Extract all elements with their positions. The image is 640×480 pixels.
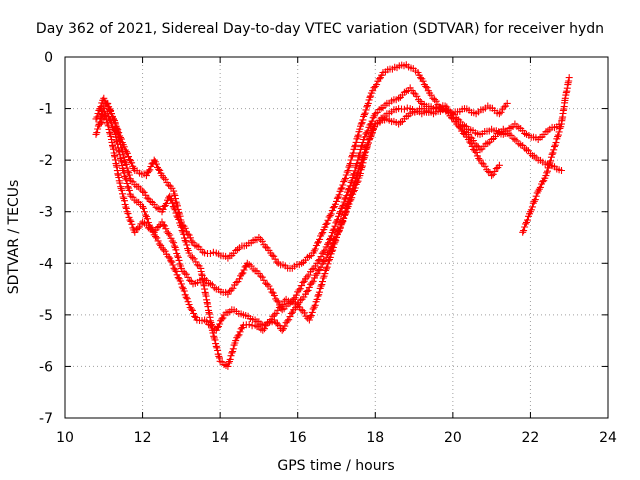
series-track-c xyxy=(96,104,503,334)
x-tick-label: 16 xyxy=(289,430,307,446)
grid-lines xyxy=(65,57,608,418)
series-track-b xyxy=(92,84,565,314)
series-track-a xyxy=(92,61,511,272)
axis-tick-marks xyxy=(64,56,609,419)
plus-markers xyxy=(92,84,565,314)
x-tick-label: 24 xyxy=(599,430,617,446)
y-tick-labels: 0 -1 -2 -3 -4 -5 -6 -7 xyxy=(39,50,53,427)
plus-markers xyxy=(519,74,573,236)
x-tick-label: 14 xyxy=(211,430,229,446)
x-tick-label: 22 xyxy=(522,430,540,446)
y-tick-label: -2 xyxy=(39,153,53,169)
chart-title: Day 362 of 2021, Sidereal Day-to-day VTE… xyxy=(36,21,604,37)
plus-markers xyxy=(96,99,565,370)
plus-markers xyxy=(92,61,511,272)
x-tick-labels: 10 12 14 16 18 20 22 24 xyxy=(56,430,617,446)
y-tick-label: -5 xyxy=(39,308,53,324)
x-tick-label: 18 xyxy=(366,430,384,446)
y-axis-label: SDTVAR / TECUs xyxy=(6,180,22,295)
x-tick-label: 12 xyxy=(134,430,152,446)
y-tick-label: -3 xyxy=(39,205,53,221)
y-tick-label: -6 xyxy=(39,359,53,375)
y-tick-label: -1 xyxy=(39,102,53,118)
plot-frame xyxy=(64,56,609,419)
x-tick-label: 10 xyxy=(56,430,74,446)
x-tick-label: 20 xyxy=(444,430,462,446)
y-tick-label: -7 xyxy=(39,411,53,427)
y-tick-label: -4 xyxy=(39,256,53,272)
y-tick-label: 0 xyxy=(44,50,53,66)
series-track-e xyxy=(519,74,573,236)
data-points xyxy=(92,61,573,370)
series-track-d xyxy=(96,99,565,370)
plus-markers xyxy=(96,104,503,334)
x-axis-label: GPS time / hours xyxy=(277,458,394,474)
